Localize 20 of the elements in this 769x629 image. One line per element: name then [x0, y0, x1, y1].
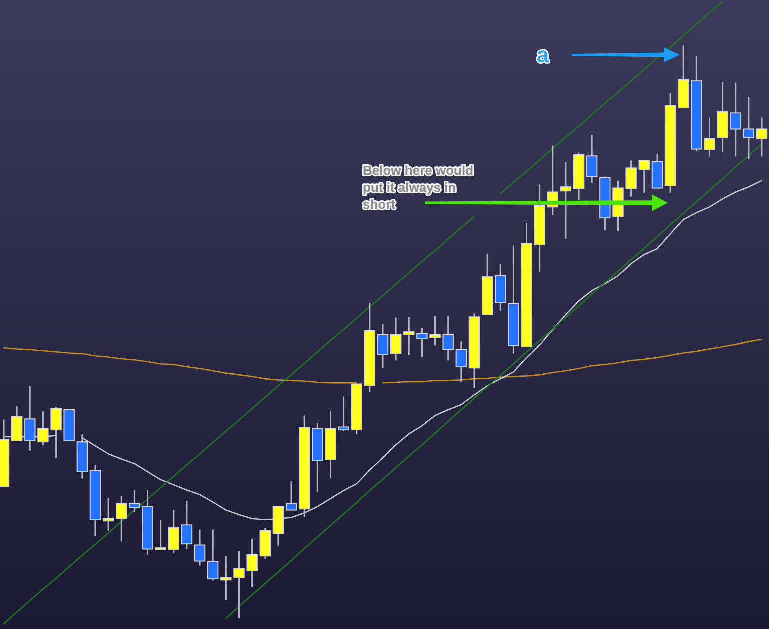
- candlestick: [181, 500, 193, 550]
- candlestick: [377, 323, 389, 369]
- candlestick: [638, 160, 650, 194]
- annotation: Below here would put it always in short: [363, 163, 474, 212]
- candlestick: [560, 161, 572, 240]
- candlestick: [456, 341, 468, 383]
- candlestick: [194, 529, 206, 567]
- candlestick: [24, 385, 36, 452]
- candlestick: [208, 529, 219, 582]
- candlestick: [730, 82, 742, 158]
- candlestick: [116, 495, 128, 543]
- candlestick: [168, 510, 180, 554]
- annotation: a: [536, 42, 550, 68]
- candlestick: [756, 117, 768, 158]
- candlestick: [586, 134, 598, 184]
- candlestick: [102, 497, 114, 532]
- candlestick: [404, 316, 415, 356]
- candlestick: [743, 96, 755, 160]
- candlestick: [286, 480, 298, 512]
- candlestick: [390, 317, 402, 362]
